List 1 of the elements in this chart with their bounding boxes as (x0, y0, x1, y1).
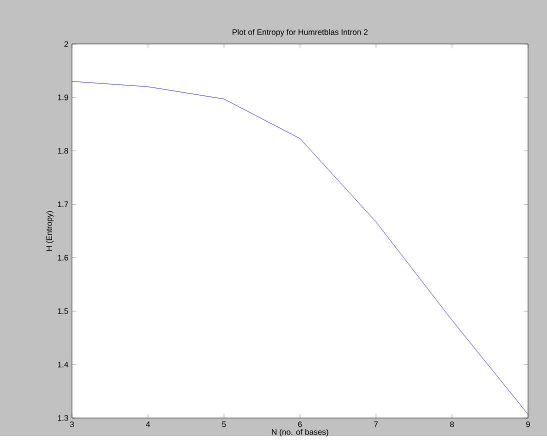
line-series (72, 81, 528, 415)
